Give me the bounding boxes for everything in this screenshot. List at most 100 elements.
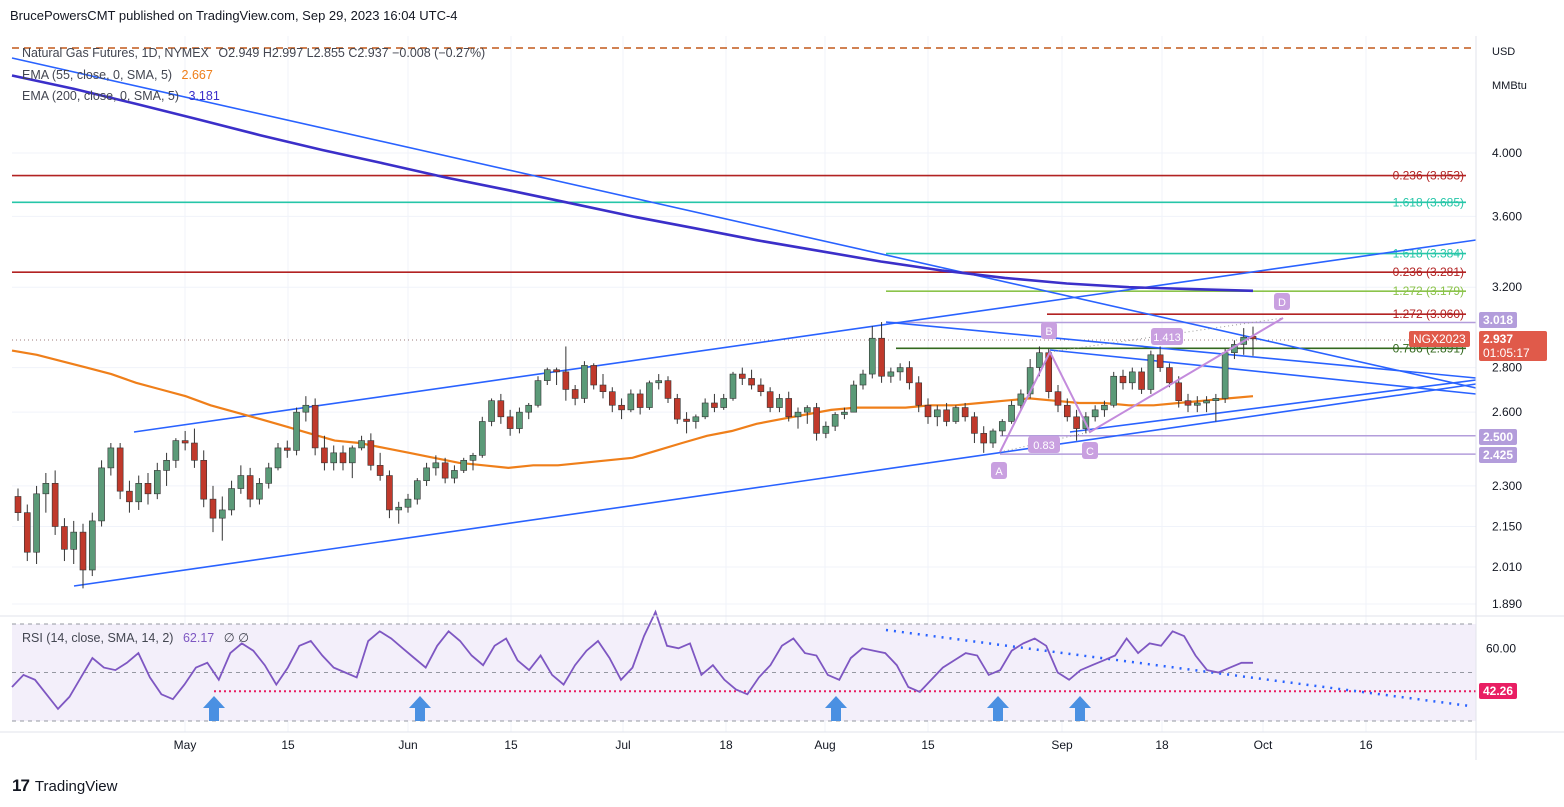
symbol-tag: NGX2023 <box>1409 331 1470 347</box>
candle-body <box>283 447 291 451</box>
tradingview-logo-icon: 17 <box>12 776 30 795</box>
fib-level-label: 1.618 (3.685) <box>1393 195 1464 209</box>
candle-body <box>906 367 913 384</box>
date-tick-label: 18 <box>719 738 733 752</box>
ema-lines <box>11 74 1254 470</box>
rsi-up-arrow-icon <box>1069 696 1091 721</box>
unit-label[interactable]: MMBtu <box>1492 80 1527 92</box>
candle-body <box>1138 371 1145 390</box>
price-tick-label: 2.800 <box>1492 361 1522 375</box>
candle-body <box>1110 375 1118 406</box>
close-price: 2.937 <box>1483 332 1514 346</box>
rsi-label: RSI (14, close, SMA, 14, 2) <box>22 631 174 645</box>
candle-body <box>971 416 978 434</box>
trendline <box>1049 349 1477 395</box>
pattern-point-box <box>991 462 1007 479</box>
rsi-level-tag: 42.26 <box>1479 683 1518 699</box>
candle-body <box>348 447 356 464</box>
candle-body <box>785 398 793 418</box>
candle-body <box>794 411 802 418</box>
candle-body <box>293 411 300 451</box>
candle-body <box>367 440 375 466</box>
pattern-ratio-line <box>1049 317 1284 353</box>
rsi-up-arrow-icon <box>987 696 1009 721</box>
candle-body <box>246 475 254 500</box>
pattern-point-box <box>1274 293 1290 310</box>
candle-body <box>61 526 68 550</box>
candle-body <box>673 398 681 420</box>
candle-body <box>441 462 449 479</box>
candle-body <box>413 480 421 500</box>
date-tick-label: Jul <box>615 738 630 752</box>
legend-ema200-row[interactable]: EMA (200, close, 0, SMA, 5) 3.181 <box>22 89 220 103</box>
candle-body <box>358 440 365 449</box>
ema200-value: 3.181 <box>188 89 220 103</box>
pattern-ratio-label: 1.413 <box>1153 332 1181 344</box>
countdown: 01:05:17 <box>1483 346 1530 360</box>
candle-body <box>218 509 226 519</box>
candle-body <box>933 409 941 418</box>
candle-body <box>850 384 858 413</box>
price-tick-label: 2.150 <box>1492 519 1522 533</box>
candle-body <box>51 483 59 527</box>
candle-body <box>534 380 542 406</box>
legend-ohlc: O2.949 H2.997 L2.855 C2.937 −0.008 (−0.2… <box>218 46 486 60</box>
tradingview-footer[interactable]: 17 TradingView <box>12 776 117 796</box>
candle-body <box>543 369 551 381</box>
trendlines <box>11 57 1477 587</box>
candle-body <box>42 483 50 495</box>
candle-body <box>701 402 709 418</box>
price-tick-label: 2.010 <box>1492 560 1522 574</box>
pattern-ratio-box <box>1028 436 1060 453</box>
currency-label[interactable]: USD <box>1492 46 1516 58</box>
candle-body <box>841 411 848 415</box>
candle-body <box>525 404 533 413</box>
candle-body <box>896 367 904 373</box>
date-tick-label: Oct <box>1254 738 1273 752</box>
rsi-value: 62.17 <box>182 631 215 645</box>
candle-body <box>70 531 78 550</box>
support-tag-1: 2.500 <box>1479 429 1518 445</box>
horizontal-levels: 0.236 (3.853) 1.618 (3.685) 1.618 (3.384) 0… <box>12 47 1476 455</box>
candle-body <box>776 398 783 408</box>
legend-ema55-row[interactable]: EMA (55, close, 0, SMA, 5) 2.667 <box>22 68 213 82</box>
candle-body <box>952 407 960 422</box>
candle-body <box>813 407 820 434</box>
legend-symbol-row[interactable]: Natural Gas Futures, 1D, NYMEX O2.949 H2… <box>22 46 485 60</box>
ema55-line <box>11 349 1254 470</box>
candle-body <box>79 531 87 571</box>
price-tick-label: 2.300 <box>1492 479 1522 493</box>
price-tick-label: 4.000 <box>1492 146 1522 160</box>
pattern-point-label: C <box>1086 446 1094 458</box>
candle-body <box>209 498 217 519</box>
candle-body <box>478 421 486 456</box>
date-tick-label: May <box>174 738 197 752</box>
date-tick-label: 15 <box>504 738 518 752</box>
candle-body <box>562 371 570 390</box>
candle-body <box>859 373 867 386</box>
pattern-path <box>999 317 1284 453</box>
legend-rsi-row[interactable]: RSI (14, close, SMA, 14, 2) 62.17 ∅ ∅ <box>22 630 249 645</box>
candle-body <box>1091 409 1099 418</box>
candle-body <box>581 365 588 399</box>
candle-body <box>191 442 198 461</box>
trendline <box>73 383 1477 587</box>
price-tick-label: 3.600 <box>1492 209 1522 223</box>
candle-body <box>1156 354 1164 368</box>
candle-body <box>553 369 560 373</box>
candle-body <box>766 391 774 408</box>
harmonic-pattern: A B C D 0.83 1.413 <box>991 293 1290 479</box>
candle-body <box>135 483 143 503</box>
trendline <box>885 321 1477 379</box>
candle-body <box>153 470 161 495</box>
candle-body <box>1212 398 1220 402</box>
candle-body <box>330 452 338 464</box>
candle-body <box>469 455 477 461</box>
candle-body <box>692 416 700 422</box>
price-tag-close: 2.937 01:05:17 <box>1479 331 1547 361</box>
candle-body <box>116 447 124 492</box>
candle-body <box>98 467 105 522</box>
candle-body <box>107 447 115 469</box>
candle-body <box>878 337 885 377</box>
